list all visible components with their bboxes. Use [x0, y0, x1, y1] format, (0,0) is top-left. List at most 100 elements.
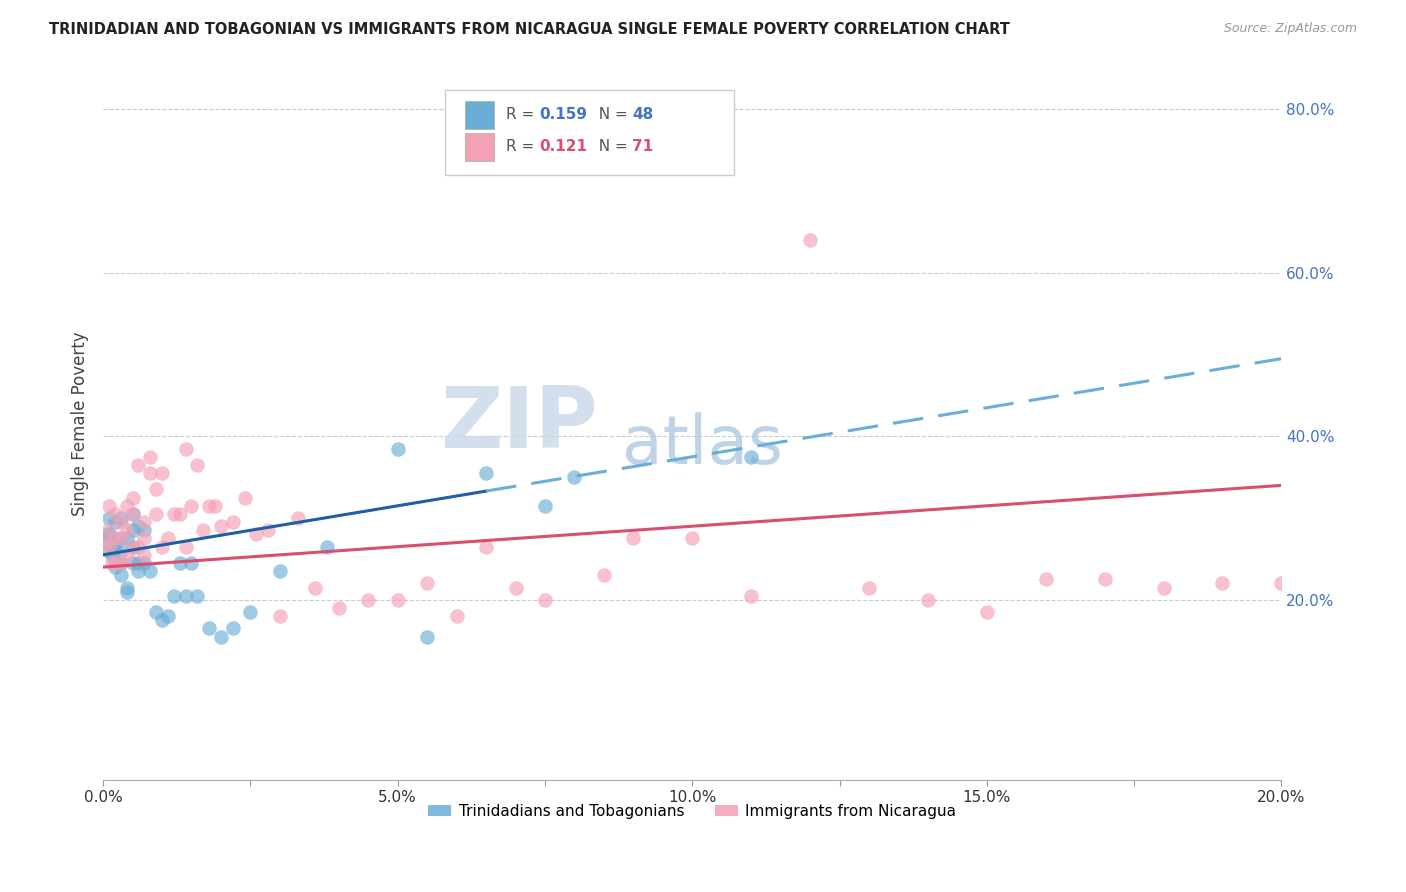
- Point: [169, 556, 191, 570]
- Point: [209, 519, 232, 533]
- Point: [257, 524, 280, 538]
- Point: [150, 466, 173, 480]
- Point: [304, 581, 326, 595]
- Point: [357, 592, 380, 607]
- Point: [681, 532, 703, 546]
- Point: [222, 515, 245, 529]
- Point: [115, 532, 138, 546]
- Point: [917, 592, 939, 607]
- Text: 71: 71: [633, 139, 654, 154]
- Point: [163, 507, 186, 521]
- Point: [134, 524, 156, 538]
- Point: [193, 524, 215, 538]
- Point: [134, 532, 156, 546]
- Point: [101, 548, 124, 562]
- Point: [139, 564, 162, 578]
- Point: [475, 466, 498, 480]
- Point: [204, 499, 226, 513]
- Text: N =: N =: [589, 139, 633, 154]
- Point: [98, 527, 121, 541]
- Point: [174, 589, 197, 603]
- Point: [121, 556, 143, 570]
- Point: [416, 576, 439, 591]
- Point: [110, 511, 132, 525]
- Point: [104, 507, 127, 521]
- FancyBboxPatch shape: [465, 101, 495, 129]
- Point: [387, 442, 409, 456]
- Point: [316, 540, 339, 554]
- Point: [198, 621, 221, 635]
- Point: [94, 535, 117, 549]
- Text: Source: ZipAtlas.com: Source: ZipAtlas.com: [1223, 22, 1357, 36]
- Point: [110, 568, 132, 582]
- Point: [222, 621, 245, 635]
- Point: [104, 535, 127, 549]
- Point: [134, 548, 156, 562]
- Point: [621, 532, 644, 546]
- Point: [180, 556, 202, 570]
- Point: [110, 532, 132, 546]
- Point: [104, 560, 127, 574]
- Text: atlas: atlas: [621, 412, 783, 478]
- Point: [156, 532, 179, 546]
- Point: [97, 524, 120, 538]
- Point: [740, 450, 762, 464]
- FancyBboxPatch shape: [444, 90, 734, 175]
- Point: [1329, 613, 1351, 627]
- Point: [1211, 576, 1233, 591]
- Point: [740, 589, 762, 603]
- Text: ZIP: ZIP: [440, 383, 598, 466]
- Point: [115, 499, 138, 513]
- Point: [110, 543, 132, 558]
- Point: [145, 507, 167, 521]
- Text: R =: R =: [506, 107, 540, 122]
- Point: [134, 556, 156, 570]
- Point: [186, 458, 208, 472]
- Point: [121, 507, 143, 521]
- Point: [121, 524, 143, 538]
- Point: [134, 515, 156, 529]
- Point: [110, 515, 132, 529]
- Point: [446, 609, 468, 624]
- Point: [169, 507, 191, 521]
- Point: [1299, 589, 1322, 603]
- Point: [97, 527, 120, 541]
- Point: [121, 491, 143, 505]
- Text: TRINIDADIAN AND TOBAGONIAN VS IMMIGRANTS FROM NICARAGUA SINGLE FEMALE POVERTY CO: TRINIDADIAN AND TOBAGONIAN VS IMMIGRANTS…: [49, 22, 1010, 37]
- Point: [98, 543, 121, 558]
- Point: [534, 592, 557, 607]
- Point: [1270, 576, 1292, 591]
- Point: [127, 564, 149, 578]
- Point: [1035, 573, 1057, 587]
- Point: [156, 609, 179, 624]
- Point: [98, 511, 121, 525]
- Point: [186, 589, 208, 603]
- Point: [416, 630, 439, 644]
- Point: [150, 613, 173, 627]
- Point: [127, 556, 149, 570]
- Point: [534, 499, 557, 513]
- Point: [1094, 573, 1116, 587]
- Point: [127, 519, 149, 533]
- Point: [101, 556, 124, 570]
- Point: [287, 511, 309, 525]
- Point: [858, 581, 880, 595]
- Point: [593, 568, 616, 582]
- Point: [110, 532, 132, 546]
- Point: [269, 609, 291, 624]
- Point: [94, 535, 117, 549]
- Text: R =: R =: [506, 139, 540, 154]
- Point: [104, 515, 127, 529]
- Point: [98, 499, 121, 513]
- Legend: Trinidadians and Tobagonians, Immigrants from Nicaragua: Trinidadians and Tobagonians, Immigrants…: [422, 798, 963, 825]
- Point: [198, 499, 221, 513]
- Point: [799, 233, 821, 247]
- Point: [110, 556, 132, 570]
- Point: [104, 556, 127, 570]
- Y-axis label: Single Female Poverty: Single Female Poverty: [72, 332, 89, 516]
- Point: [209, 630, 232, 644]
- Point: [121, 540, 143, 554]
- Point: [1388, 589, 1406, 603]
- Point: [139, 450, 162, 464]
- Point: [145, 605, 167, 619]
